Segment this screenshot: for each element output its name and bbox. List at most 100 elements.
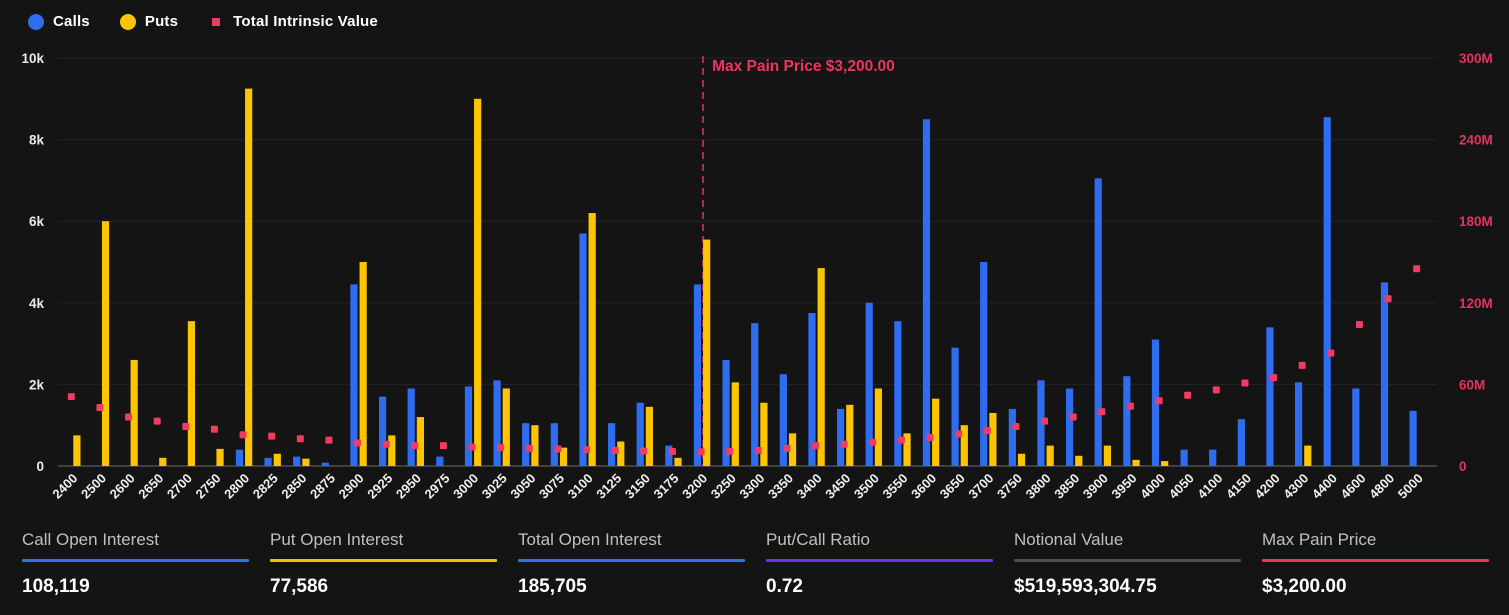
- intrinsic-dot: [754, 446, 762, 454]
- intrinsic-dot: [96, 404, 104, 412]
- svg-text:3050: 3050: [507, 471, 538, 502]
- puts-bar: [73, 435, 81, 466]
- intrinsic-dot: [926, 433, 934, 441]
- intrinsic-dot: [1098, 408, 1106, 416]
- puts-bar: [1132, 459, 1140, 466]
- puts-bar: [846, 404, 854, 466]
- stat-put-open-interest: Put Open Interest 77,586: [270, 530, 497, 598]
- svg-text:3500: 3500: [851, 471, 882, 502]
- intrinsic-dot: [983, 427, 991, 435]
- svg-text:3950: 3950: [1109, 471, 1140, 502]
- stat-put-call-ratio: Put/Call Ratio 0.72: [766, 530, 993, 598]
- puts-bar: [1046, 445, 1054, 466]
- puts-bar: [788, 433, 797, 466]
- calls-bar: [1409, 410, 1417, 466]
- puts-bar: [273, 453, 281, 466]
- intrinsic-dot: [1327, 349, 1335, 357]
- puts-bar: [731, 382, 739, 466]
- puts-bar: [388, 435, 396, 466]
- intrinsic-dot: [869, 438, 877, 446]
- puts-bar: [874, 388, 883, 466]
- calls-bar: [636, 402, 644, 466]
- calls-bar: [951, 347, 959, 466]
- intrinsic-dot: [812, 442, 820, 450]
- intrinsic-dot: [1184, 391, 1192, 399]
- calls-bar: [407, 388, 415, 466]
- calls-bar: [607, 423, 616, 466]
- stat-underline: [1014, 558, 1241, 562]
- intrinsic-dot: [1241, 379, 1249, 387]
- svg-text:2600: 2600: [107, 471, 138, 502]
- intrinsic-dot: [1041, 417, 1049, 425]
- chart-legend: Calls Puts Total Intrinsic Value: [28, 13, 378, 30]
- open-interest-chart: 0 2k 4k 6k 8k 10k 0 60M 120M 180M 240M 300M 24002500…: [21, 51, 1493, 502]
- stat-value: $3,200.00: [1262, 575, 1347, 597]
- puts-bar: [502, 388, 510, 466]
- stat-value: 185,705: [518, 575, 587, 597]
- calls-bar: [550, 423, 558, 466]
- stat-label: Put Open Interest: [270, 530, 404, 549]
- svg-text:0: 0: [36, 459, 44, 474]
- calls-swatch-icon: [28, 13, 44, 30]
- legend-item-intrinsic[interactable]: Total Intrinsic Value: [208, 13, 378, 30]
- intrinsic-dot: [153, 417, 161, 425]
- calls-bar: [1151, 339, 1160, 466]
- legend-label-puts: Puts: [144, 13, 179, 30]
- stat-value: $519,593,304.75: [1014, 575, 1157, 597]
- puts-bars: [73, 88, 1312, 467]
- puts-bar: [531, 425, 539, 466]
- svg-text:3700: 3700: [965, 471, 996, 502]
- svg-text:3750: 3750: [994, 471, 1025, 502]
- puts-bar: [674, 457, 682, 466]
- svg-text:120M: 120M: [1459, 296, 1493, 311]
- calls-bar: [779, 374, 787, 466]
- svg-text:4800: 4800: [1366, 471, 1397, 502]
- intrinsic-dot: [182, 423, 190, 431]
- puts-bar: [1017, 453, 1026, 466]
- x-axis-labels: 2400250026002650270027502800282528502875…: [49, 471, 1425, 502]
- puts-bar: [416, 417, 425, 466]
- svg-text:3250: 3250: [708, 471, 739, 502]
- stat-label: Max Pain Price: [1262, 530, 1377, 549]
- calls-bar: [1237, 419, 1245, 466]
- left-axis-labels: 0 2k 4k 6k 8k 10k: [21, 51, 44, 474]
- intrinsic-dot: [1126, 402, 1134, 410]
- svg-text:4400: 4400: [1309, 471, 1340, 502]
- calls-bar: [1209, 449, 1217, 466]
- puts-bar: [1103, 445, 1112, 466]
- puts-bar: [474, 98, 482, 467]
- calls-bar: [1323, 117, 1331, 466]
- calls-bar: [378, 396, 387, 466]
- svg-text:0: 0: [1459, 459, 1467, 474]
- svg-text:5000: 5000: [1395, 471, 1426, 502]
- stat-value: 0.72: [766, 575, 803, 597]
- svg-text:3900: 3900: [1080, 471, 1111, 502]
- puts-bar: [1161, 461, 1169, 466]
- intrinsic-dot: [668, 447, 676, 455]
- legend-item-puts[interactable]: Puts: [119, 13, 179, 30]
- calls-bar: [722, 359, 730, 466]
- intrinsic-dot: [1012, 423, 1020, 431]
- svg-text:2k: 2k: [29, 377, 45, 392]
- calls-bar: [1294, 382, 1303, 466]
- intrinsic-dot: [640, 447, 648, 455]
- intrinsic-dot: [125, 413, 133, 421]
- puts-bar: [216, 448, 224, 466]
- intrinsic-dot: [468, 443, 476, 451]
- stat-label: Call Open Interest: [22, 530, 160, 549]
- puts-bar: [817, 268, 825, 466]
- svg-text:3075: 3075: [536, 471, 567, 502]
- puts-bar: [989, 412, 997, 466]
- legend-item-calls[interactable]: Calls: [28, 13, 90, 30]
- intrinsic-dot: [611, 446, 619, 454]
- svg-text:4050: 4050: [1166, 471, 1197, 502]
- calls-bar: [894, 321, 902, 466]
- svg-text:240M: 240M: [1459, 133, 1493, 148]
- svg-text:3800: 3800: [1023, 471, 1054, 502]
- calls-bar: [1094, 178, 1102, 467]
- grid-lines: [58, 57, 1437, 385]
- calls-bar: [1266, 327, 1274, 466]
- puts-bar: [159, 457, 167, 466]
- intrinsic-dot: [1355, 321, 1363, 329]
